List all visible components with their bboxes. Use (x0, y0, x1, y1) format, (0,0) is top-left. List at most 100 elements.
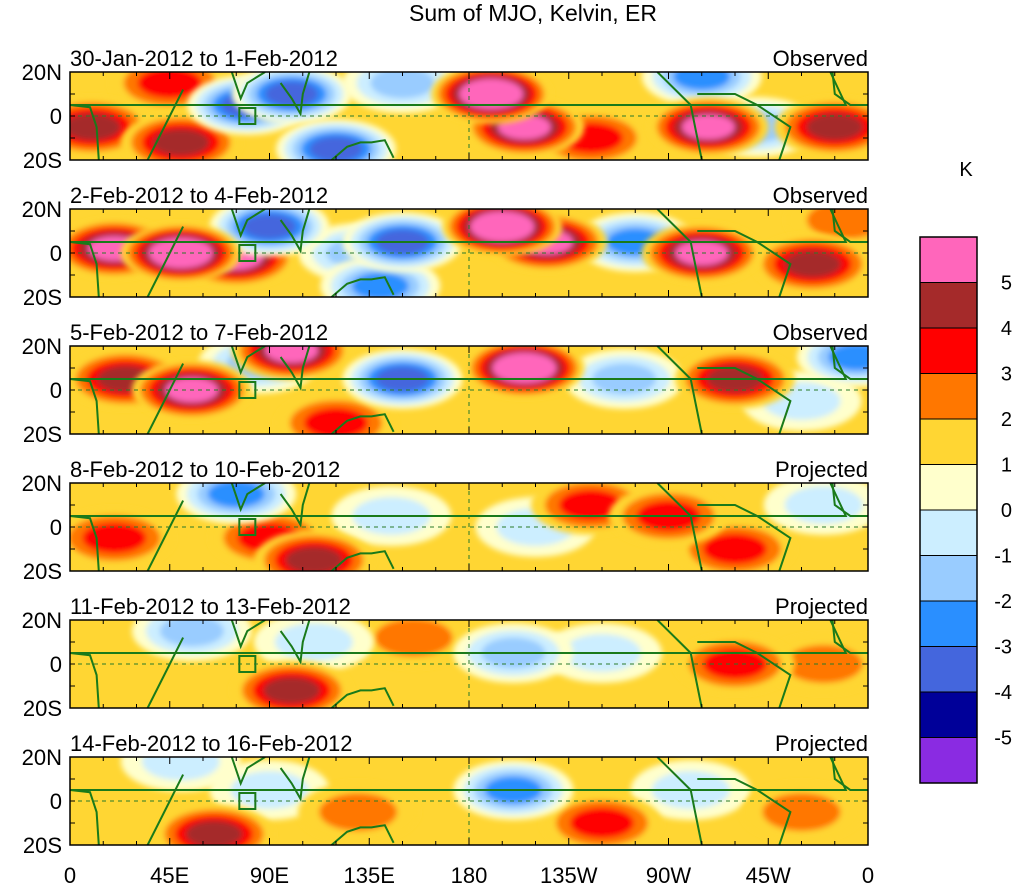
anomaly-cell (641, 72, 762, 107)
coastline (330, 276, 395, 297)
anomaly-cell (442, 209, 563, 257)
colorbar-level-label: 1 (1001, 455, 1012, 477)
contour-level (137, 72, 202, 99)
contour-level (466, 82, 517, 106)
lon-label: 135E (344, 863, 395, 888)
contour-level (703, 533, 767, 565)
anomaly-cell (231, 346, 352, 381)
panel-status: Projected (775, 457, 868, 482)
contour-level (499, 356, 550, 380)
panel-1: 20N 0 20S 30-Jan-2012 to 1-Feb-2012 Observed (22, 46, 869, 173)
panel-date-range: 2-Feb-2012 to 4-Feb-2012 (70, 183, 328, 208)
coastline (279, 346, 311, 391)
lon-label: 0 (862, 863, 874, 888)
coastline (146, 500, 184, 571)
coastline (656, 620, 703, 708)
contour-level (762, 793, 841, 831)
colorbar-segment (919, 509, 978, 556)
contour-level (319, 793, 398, 831)
contour-level (309, 136, 363, 160)
coastlines (70, 483, 868, 571)
colorbar-segment (919, 464, 978, 511)
panel-date-range: 30-Jan-2012 to 1-Feb-2012 (70, 46, 338, 71)
lat-label: 20N (22, 334, 62, 359)
panel-status: Observed (773, 320, 868, 345)
contour-level (243, 214, 296, 240)
colorbar-segment (919, 555, 978, 602)
coastline (279, 620, 311, 665)
contour-level (682, 114, 735, 140)
anomaly-cell (763, 483, 868, 535)
lon-label: 45W (746, 863, 791, 888)
colorbar-level-label: -3 (994, 637, 1012, 659)
coastline (330, 550, 395, 571)
coastline (279, 757, 311, 802)
contour-level (152, 128, 210, 156)
lat-label: 20N (22, 197, 62, 222)
colorbar-segment (919, 737, 978, 784)
lat-label: 20S (23, 285, 62, 310)
colorbar-segment (919, 600, 978, 647)
panel-6: 20N 0 20S 14-Feb-2012 to 16-Feb-2012 Project… (22, 731, 869, 858)
lat-label: 20S (23, 148, 62, 173)
lat-label: 0 (50, 515, 62, 540)
colorbar-level-label: 2 (1001, 409, 1012, 431)
anomaly-cell (276, 119, 396, 160)
coastline (279, 483, 311, 528)
coastlines (70, 209, 868, 297)
contour-level (558, 489, 623, 521)
panel-date-range: 14-Feb-2012 to 16-Feb-2012 (70, 731, 353, 756)
lat-label: 0 (50, 789, 62, 814)
coastline (230, 209, 266, 239)
coastline (146, 363, 184, 434)
coastline (230, 483, 266, 513)
coastline (831, 483, 868, 517)
lat-label: 20S (23, 833, 62, 858)
contour-level (155, 241, 206, 265)
lat-label: 20S (23, 422, 62, 447)
panel-status: Projected (775, 594, 868, 619)
panel-status: Observed (773, 46, 868, 71)
lon-label: 45E (150, 863, 189, 888)
coastlines (70, 757, 868, 845)
colorbar-level-label: 4 (1001, 318, 1012, 340)
coastline (330, 824, 395, 845)
coastline (656, 483, 703, 571)
colorbar-segment (919, 282, 978, 329)
contour-level (828, 346, 868, 371)
lon-label: 90W (646, 863, 691, 888)
contour-level (370, 72, 435, 99)
anomaly-cell (342, 72, 463, 113)
colorbar-level-label: 5 (1001, 273, 1012, 295)
coastline (230, 346, 266, 376)
colorbar-segment (919, 691, 978, 738)
coastline (697, 778, 792, 845)
contour-level (274, 623, 353, 661)
anomaly-cell (276, 393, 396, 434)
anomaly-cell (231, 72, 352, 124)
panel-status: Observed (773, 183, 868, 208)
contour-level (304, 407, 368, 434)
coastline (230, 620, 266, 650)
coastline (279, 209, 311, 254)
coastline (146, 774, 184, 845)
anomaly-cell (120, 757, 241, 792)
colorbar-frame (919, 236, 978, 784)
colorbar-units: K (959, 159, 973, 181)
contour-level (141, 757, 220, 781)
coastline (697, 93, 792, 160)
contour-level (82, 522, 147, 554)
anomaly-field (70, 72, 868, 160)
figure-title: Sum of MJO, Kelvin, ER (409, 0, 657, 26)
coastline (279, 72, 311, 117)
contour-level (159, 620, 224, 647)
coastline (831, 209, 868, 243)
panel-date-range: 5-Feb-2012 to 7-Feb-2012 (70, 320, 328, 345)
colorbar-level-label: -1 (994, 546, 1012, 568)
contour-level (673, 72, 731, 90)
coastline (656, 209, 703, 297)
anomaly-cell (431, 72, 552, 124)
coastline (230, 757, 266, 787)
anomaly-cell (353, 620, 474, 668)
